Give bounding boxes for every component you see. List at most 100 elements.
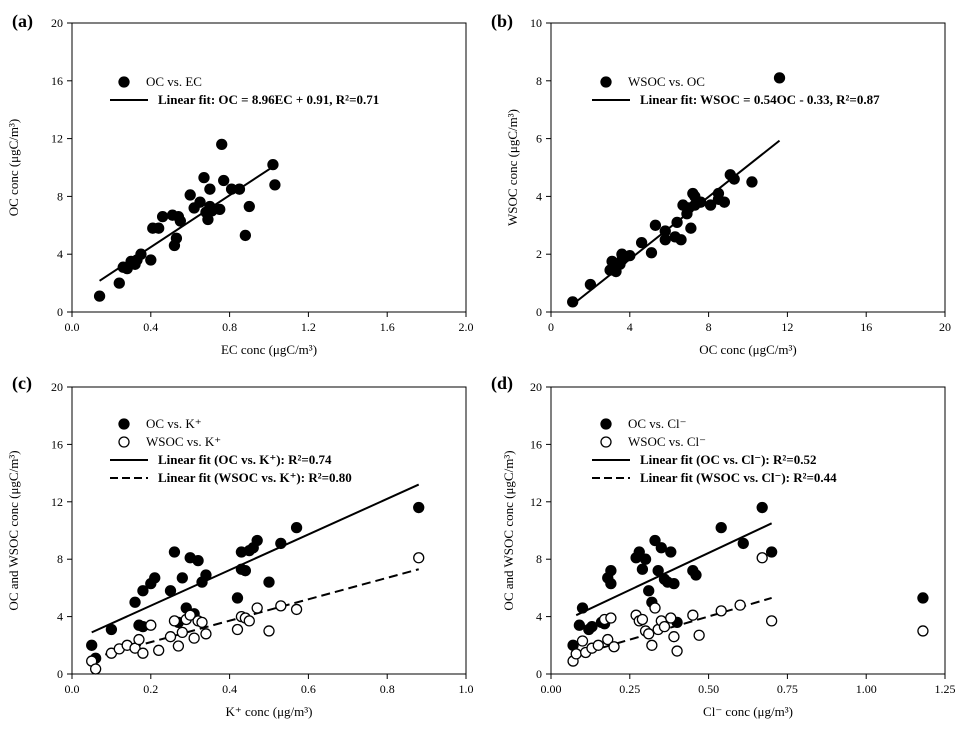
legend-entry-text: WSOC vs. OC [628, 74, 705, 89]
data-point-filled [86, 639, 98, 651]
x-tick-label: 0 [548, 320, 554, 334]
data-point-filled [652, 565, 664, 577]
y-tick-label: 0 [536, 667, 542, 681]
y-tick-label: 8 [57, 189, 63, 203]
y-tick-label: 8 [536, 74, 542, 88]
data-point-filled [605, 565, 617, 577]
chart-panel-d: (d) 0.00 0.25 0.50 0.75 1.00 1.25 0 4 8 12 16 20 Cl⁻ … [491, 373, 956, 719]
x-tick-label: 0.4 [143, 320, 158, 334]
data-point-filled [218, 174, 230, 187]
data-point-filled [216, 138, 228, 151]
legend-marker [118, 418, 130, 430]
y-tick-label: 4 [536, 189, 542, 203]
data-point-filled [567, 296, 579, 308]
y-tick-label: 12 [51, 132, 63, 146]
fit-line-solid [575, 522, 773, 617]
y-tick-label: 6 [536, 132, 542, 146]
x-tick-label: 12 [781, 320, 793, 334]
data-point-filled [636, 563, 649, 575]
data-point-filled [624, 249, 636, 262]
data-point-open [164, 631, 177, 643]
legend-marker [118, 436, 130, 448]
data-point-filled [665, 546, 677, 558]
data-point-filled [214, 203, 226, 216]
legend-entry-text: WSOC vs. K⁺ [146, 434, 221, 449]
plot-frame [71, 386, 467, 675]
x-tick-label: 1.0 [459, 682, 474, 696]
x-axis-label: OC conc (μgC/m³) [699, 342, 797, 357]
panel-label: (d) [491, 373, 513, 394]
data-point-filled [728, 173, 740, 185]
data-point-filled [267, 158, 279, 171]
x-tick-label: 8 [706, 320, 712, 334]
data-point-filled [645, 247, 658, 259]
data-point-open [734, 599, 746, 611]
data-point-open [570, 648, 582, 660]
data-point-open [137, 647, 149, 659]
y-tick-label: 16 [51, 437, 63, 451]
data-point-filled [137, 585, 149, 597]
data-point-filled [586, 620, 598, 633]
legend-fit-text: Linear fit (WSOC vs. Cl⁻): R²=0.44 [640, 470, 837, 485]
data-point-open [172, 640, 185, 652]
x-tick-label: 1.00 [856, 682, 877, 696]
x-tick-label: 0.0 [65, 682, 80, 696]
y-tick-label: 10 [530, 16, 542, 30]
legend-fit-text: Linear fit (WSOC vs. K⁺): R²=0.80 [158, 470, 352, 485]
fit-line-solid [91, 483, 420, 634]
plot-frame [550, 386, 946, 675]
data-point-open [133, 633, 145, 646]
data-point-open [756, 552, 768, 564]
data-point-filled [737, 537, 749, 550]
data-point-open [231, 623, 244, 636]
data-point-filled [129, 596, 141, 608]
y-tick-label: 0 [536, 305, 542, 319]
data-point-filled [233, 183, 246, 195]
data-point-filled [659, 225, 671, 237]
data-point-filled [93, 290, 106, 302]
x-tick-label: 0.8 [380, 682, 395, 696]
data-point-filled [576, 602, 589, 614]
data-point-open [188, 632, 200, 644]
x-tick-label: 0.4 [222, 682, 237, 696]
legend-marker [600, 436, 612, 448]
data-point-filled [275, 537, 287, 550]
data-point-filled [204, 183, 216, 195]
data-point-open [765, 615, 778, 627]
data-point-open [196, 616, 208, 628]
legend-marker [600, 418, 612, 430]
y-axis-label: WSOC conc (μgC/m³) [505, 109, 520, 226]
data-point-filled [675, 234, 687, 246]
panel-label: (c) [12, 373, 32, 394]
chart-panel-b: (b) 0 4 8 12 16 20 0 2 4 6 8 10 OC conc (μgC/m³) WSOC … [491, 11, 951, 357]
y-tick-label: 8 [57, 552, 63, 566]
data-point-filled [773, 72, 786, 84]
legend-entry-text: WSOC vs. Cl⁻ [628, 434, 706, 449]
y-tick-label: 2 [536, 247, 542, 261]
data-point-open [636, 613, 649, 626]
y-tick-label: 16 [530, 437, 542, 451]
data-point-filled [718, 196, 731, 208]
data-point-filled [170, 232, 183, 244]
x-tick-label: 1.2 [301, 320, 316, 334]
panel-label: (a) [12, 11, 33, 32]
data-point-open [576, 635, 589, 647]
data-point-filled [113, 277, 125, 289]
data-point-open [643, 628, 655, 640]
y-tick-label: 16 [51, 74, 63, 88]
data-point-filled [746, 176, 758, 188]
data-point-filled [156, 210, 169, 223]
data-point-filled [243, 200, 255, 213]
x-tick-label: 16 [860, 320, 872, 334]
data-point-filled [251, 534, 263, 547]
data-point-open [145, 619, 157, 631]
y-tick-label: 20 [530, 380, 542, 394]
data-point-open [665, 612, 677, 624]
y-tick-label: 4 [536, 610, 542, 624]
data-point-filled [917, 592, 929, 604]
data-point-filled [290, 521, 303, 534]
data-point-filled [413, 501, 425, 514]
data-point-filled [239, 565, 252, 577]
data-point-filled [174, 215, 187, 227]
legend-entry-text: OC vs. EC [146, 74, 202, 89]
